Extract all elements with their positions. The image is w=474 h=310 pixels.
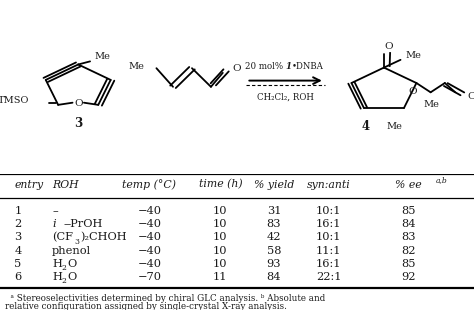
Text: % ee: % ee: [395, 179, 422, 189]
Text: ROH: ROH: [52, 179, 79, 189]
Text: 16:1: 16:1: [316, 259, 341, 269]
Text: 3: 3: [74, 237, 80, 246]
Text: ‒PrOH: ‒PrOH: [63, 219, 102, 229]
Text: 10: 10: [213, 219, 228, 229]
Text: 1: 1: [14, 206, 21, 216]
Text: O: O: [232, 64, 241, 73]
Text: −40: −40: [137, 246, 161, 255]
Text: 4: 4: [362, 120, 370, 133]
Text: −40: −40: [137, 206, 161, 216]
Text: 2: 2: [62, 264, 66, 272]
Text: Me: Me: [386, 122, 402, 131]
Text: a,b: a,b: [436, 176, 448, 184]
Text: 83: 83: [267, 219, 281, 229]
Text: i: i: [52, 219, 56, 229]
Text: −40: −40: [137, 259, 161, 269]
Text: 5: 5: [14, 259, 21, 269]
Text: 10: 10: [213, 206, 228, 216]
Text: 10:1: 10:1: [316, 232, 341, 242]
Text: 3: 3: [14, 232, 21, 242]
Text: −40: −40: [137, 219, 161, 229]
Text: ᵃ Stereoselectivities determined by chiral GLC analysis. ᵇ Absolute and: ᵃ Stereoselectivities determined by chir…: [5, 294, 325, 303]
Text: Me: Me: [129, 62, 145, 71]
Text: 93: 93: [267, 259, 281, 269]
Text: 11:1: 11:1: [316, 246, 341, 255]
Text: 82: 82: [401, 246, 416, 255]
Text: −40: −40: [137, 232, 161, 242]
Text: O: O: [74, 99, 82, 108]
Text: 92: 92: [401, 272, 416, 282]
Text: O: O: [467, 92, 474, 101]
Text: 84: 84: [401, 219, 416, 229]
Text: 10:1: 10:1: [316, 206, 341, 216]
Text: O: O: [68, 272, 77, 282]
Text: 83: 83: [401, 232, 416, 242]
Text: relative configuration assigned by single-crystal X-ray analysis.: relative configuration assigned by singl…: [5, 302, 287, 310]
Text: 4: 4: [14, 246, 21, 255]
Text: 85: 85: [401, 206, 416, 216]
Text: 42: 42: [267, 232, 281, 242]
Text: 84: 84: [267, 272, 281, 282]
Text: O: O: [384, 42, 393, 51]
Text: )₂CHOH: )₂CHOH: [81, 232, 127, 243]
Text: O: O: [408, 87, 417, 96]
Text: entry: entry: [14, 179, 43, 189]
Text: 3: 3: [74, 117, 82, 130]
Text: 11: 11: [213, 272, 228, 282]
Text: 10: 10: [213, 232, 228, 242]
Text: 2: 2: [14, 219, 21, 229]
Text: 1: 1: [285, 62, 292, 71]
Text: •DNBA: •DNBA: [292, 62, 323, 71]
Text: 10: 10: [213, 259, 228, 269]
Text: 10: 10: [213, 246, 228, 255]
Text: syn:anti: syn:anti: [307, 179, 350, 189]
Text: TMSO: TMSO: [0, 96, 30, 105]
Text: 85: 85: [401, 259, 416, 269]
Text: (CF: (CF: [52, 232, 73, 243]
Text: O: O: [68, 259, 77, 269]
Text: 22:1: 22:1: [316, 272, 341, 282]
Text: % yield: % yield: [254, 179, 294, 189]
Text: Me: Me: [95, 52, 110, 61]
Text: Me: Me: [405, 51, 421, 60]
Text: H: H: [52, 259, 62, 269]
Text: 2: 2: [62, 277, 66, 285]
Text: –: –: [52, 206, 58, 216]
Text: 16:1: 16:1: [316, 219, 341, 229]
Text: Me: Me: [423, 100, 439, 109]
Text: temp (°C): temp (°C): [122, 179, 176, 190]
Text: phenol: phenol: [52, 246, 91, 255]
Text: 31: 31: [267, 206, 281, 216]
Text: H: H: [52, 272, 62, 282]
Text: 6: 6: [14, 272, 21, 282]
Text: 58: 58: [267, 246, 281, 255]
Text: 20 mol%: 20 mol%: [245, 62, 285, 71]
Text: time (h): time (h): [199, 179, 242, 190]
Text: −70: −70: [137, 272, 161, 282]
Text: CH₂Cl₂, ROH: CH₂Cl₂, ROH: [257, 92, 314, 101]
